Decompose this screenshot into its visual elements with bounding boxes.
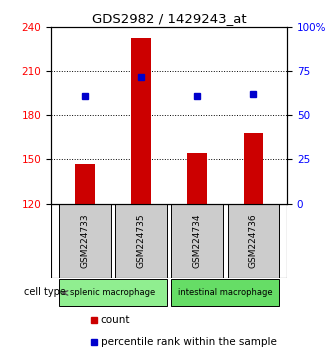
Title: GDS2982 / 1429243_at: GDS2982 / 1429243_at <box>92 12 247 25</box>
Bar <box>187 153 207 204</box>
Text: intestinal macrophage: intestinal macrophage <box>178 288 273 297</box>
Bar <box>59 204 111 278</box>
Text: GSM224735: GSM224735 <box>137 213 146 268</box>
Bar <box>59 279 167 307</box>
Text: count: count <box>101 315 130 325</box>
Bar <box>228 204 279 278</box>
Text: GSM224736: GSM224736 <box>249 213 258 268</box>
Text: splenic macrophage: splenic macrophage <box>70 288 155 297</box>
Text: percentile rank within the sample: percentile rank within the sample <box>101 337 277 347</box>
Bar <box>171 279 279 307</box>
Bar <box>171 204 223 278</box>
Bar <box>131 38 151 204</box>
Bar <box>75 164 95 204</box>
Text: GSM224733: GSM224733 <box>81 213 89 268</box>
Text: GSM224734: GSM224734 <box>193 213 202 268</box>
Text: cell type: cell type <box>24 287 66 297</box>
Bar <box>244 133 263 204</box>
Bar <box>115 204 167 278</box>
